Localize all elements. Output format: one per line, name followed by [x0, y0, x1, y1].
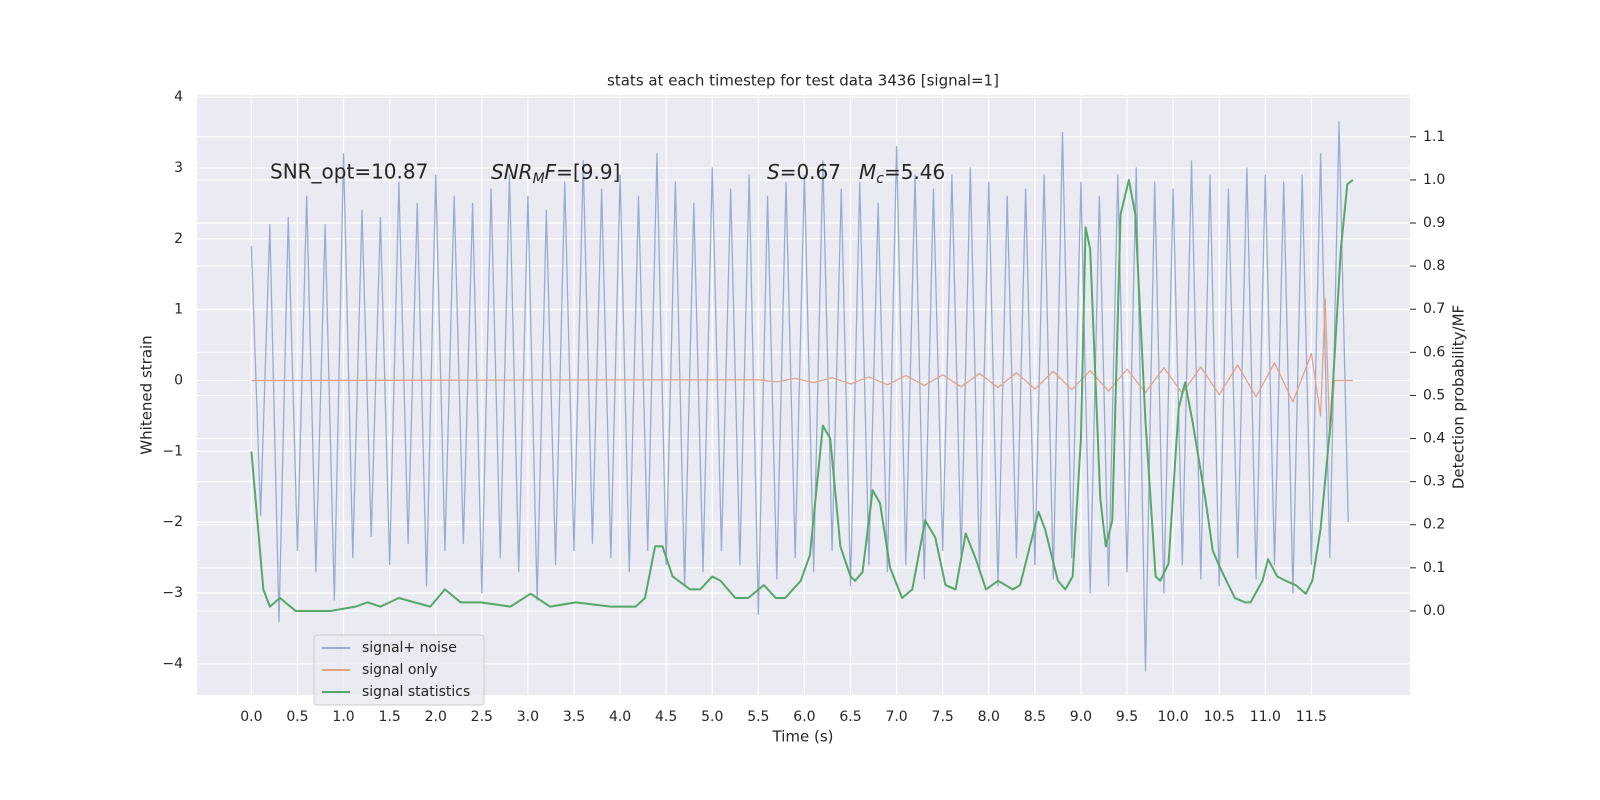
annotation-part: M — [533, 171, 545, 187]
legend-label: signal statistics — [362, 684, 470, 700]
annotation: SNRMF=[9.9] — [491, 160, 620, 188]
y2-tick-label: 0.1 — [1423, 560, 1445, 576]
y2-tick-label: 0.7 — [1423, 301, 1445, 317]
x-tick-label: 5.5 — [747, 709, 769, 725]
x-axis-label: Time (s) — [772, 728, 834, 746]
x-tick-label: 3.0 — [517, 709, 539, 725]
x-tick-label: 11.0 — [1250, 709, 1281, 725]
y2-tick-label: 1.0 — [1423, 172, 1445, 188]
y2-tick-label: 0.2 — [1423, 517, 1445, 533]
x-tick-label: 4.5 — [655, 709, 677, 725]
y-tick-label: 4 — [174, 89, 183, 105]
y-axis-label: Whitened strain — [138, 335, 156, 454]
x-tick-label: 7.5 — [932, 709, 954, 725]
y2-tick-label: 0.9 — [1423, 215, 1445, 231]
series-line — [250, 121, 1349, 672]
x-tick-label: 6.0 — [793, 709, 815, 725]
y-tick-label: −1 — [162, 443, 183, 459]
y2-tick-label: 0.5 — [1423, 387, 1445, 403]
y-tick-label: 0 — [174, 372, 183, 388]
annotation-part: S — [767, 160, 780, 184]
x-tick-label: 7.0 — [885, 709, 907, 725]
annotation-part: c — [876, 171, 884, 187]
legend-box — [313, 634, 485, 706]
annotation-part: =[9.9] — [556, 160, 620, 184]
legend-label: signal only — [362, 662, 437, 678]
annotation: SNR_opt=10.87 — [270, 160, 428, 184]
y2-axis-label: Detection probability/MF — [1450, 305, 1468, 489]
y2-tick-label: 0.0 — [1423, 603, 1445, 619]
annotation-part: M — [859, 160, 876, 184]
y-tick-label: 3 — [174, 160, 183, 176]
x-tick-label: 5.0 — [701, 709, 723, 725]
x-tick-label: 9.5 — [1116, 709, 1138, 725]
annotation: Mc=5.46 — [859, 160, 945, 188]
y-tick-label: −3 — [162, 585, 183, 601]
series-line — [251, 298, 1353, 438]
y-tick-label: 1 — [174, 302, 183, 318]
annotation-part: =0.67 — [780, 160, 841, 184]
legend-label: signal+ noise — [362, 640, 457, 656]
chart-title: stats at each timestep for test data 343… — [607, 72, 999, 90]
annotation: S=0.67 — [767, 160, 841, 184]
x-tick-label: 2.0 — [425, 709, 447, 725]
x-tick-label: 1.5 — [379, 709, 401, 725]
y-tick-label: 2 — [174, 231, 183, 247]
x-tick-label: 9.0 — [1070, 709, 1092, 725]
x-tick-label: 0.0 — [240, 709, 262, 725]
x-tick-label: 10.5 — [1204, 709, 1235, 725]
legend: signal+ noise signal only signal statistic… — [313, 634, 485, 706]
y2-tick-label: 0.3 — [1423, 474, 1445, 490]
series-line — [250, 178, 1354, 612]
x-tick-label: 4.0 — [609, 709, 631, 725]
x-tick-label: 3.5 — [563, 709, 585, 725]
x-tick-label: 10.0 — [1158, 709, 1189, 725]
marks — [250, 121, 1354, 672]
y2-tick-label: 1.1 — [1423, 129, 1445, 145]
y2-tick-label: 0.4 — [1423, 431, 1445, 447]
x-tick-label: 11.5 — [1296, 709, 1327, 725]
x-tick-label: 8.0 — [978, 709, 1000, 725]
y2-tick-label: 0.6 — [1423, 344, 1445, 360]
x-tick-label: 2.5 — [471, 709, 493, 725]
y-tick-label: −4 — [162, 656, 183, 672]
y-tick-label: −2 — [162, 514, 183, 530]
annotation-part: F — [545, 160, 557, 184]
x-tick-label: 6.5 — [839, 709, 861, 725]
y2-tick-label: 0.8 — [1423, 258, 1445, 274]
x-tick-label: 0.5 — [286, 709, 308, 725]
x-tick-label: 1.0 — [332, 709, 354, 725]
annotation-part: SNR — [491, 160, 533, 184]
annotation-part: =5.46 — [884, 160, 945, 184]
x-tick-label: 8.5 — [1024, 709, 1046, 725]
